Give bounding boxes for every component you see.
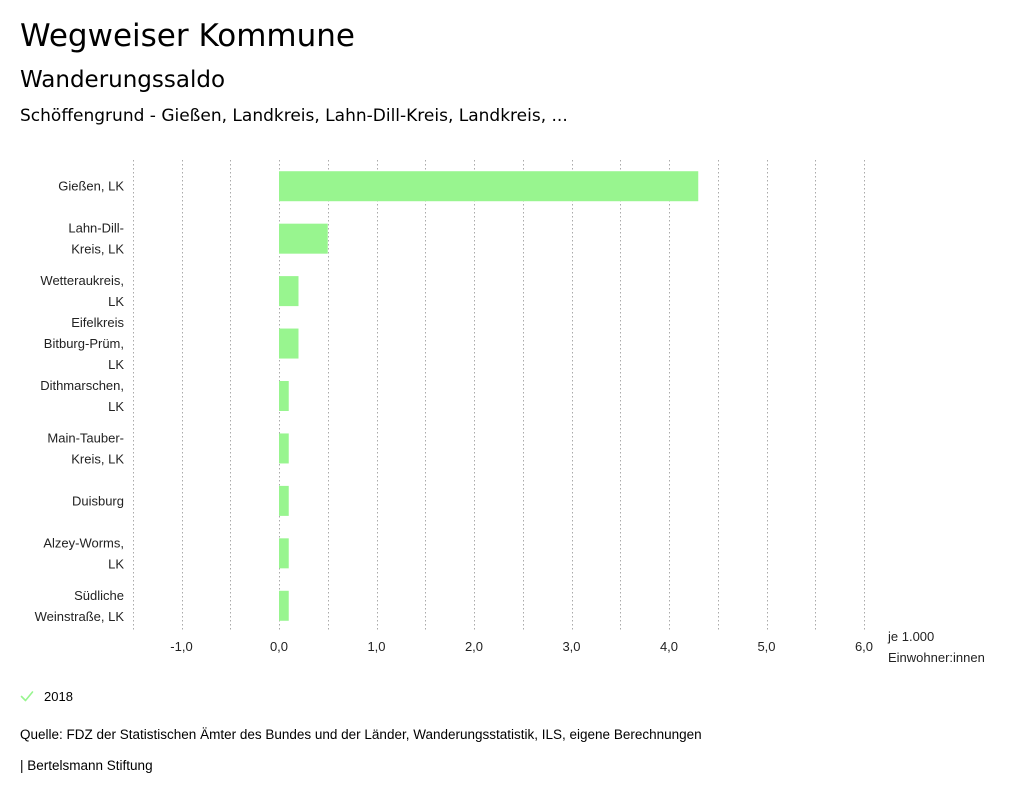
bar <box>279 171 699 202</box>
tick-label: -1,0 <box>170 639 192 654</box>
tick-label: 0,0 <box>270 639 288 654</box>
legend[interactable]: 2018 <box>20 686 73 706</box>
chart-subtitle: Wanderungssaldo <box>20 67 226 93</box>
unit-label: Einwohner:innen <box>888 650 985 665</box>
category-label: Südliche <box>74 588 124 603</box>
category-label: Kreis, LK <box>71 242 124 257</box>
bar <box>279 485 289 516</box>
source-note: Quelle: FDZ der Statistischen Ämter des … <box>20 727 702 742</box>
tick-label: 4,0 <box>660 639 678 654</box>
legend-label: 2018 <box>44 688 73 704</box>
bar <box>279 276 299 307</box>
tick-label: 2,0 <box>465 639 483 654</box>
tick-label: 1,0 <box>367 639 385 654</box>
page-title: Wegweiser Kommune <box>20 18 355 54</box>
bar <box>279 223 328 254</box>
bar <box>279 328 299 359</box>
category-label: Wetteraukreis, <box>40 273 124 288</box>
tick-label: 5,0 <box>757 639 775 654</box>
check-icon <box>20 691 34 702</box>
category-label: LK <box>108 357 124 372</box>
bar <box>279 433 289 464</box>
unit-label: je 1.000 <box>887 629 934 644</box>
category-label: Alzey-Worms, <box>43 535 124 550</box>
credit-note: | Bertelsmann Stiftung <box>20 758 153 773</box>
category-label: Gießen, LK <box>58 179 124 194</box>
category-label: Bitburg-Prüm, <box>44 336 124 351</box>
bar <box>279 590 289 621</box>
region-description: Schöffengrund - Gießen, Landkreis, Lahn-… <box>20 106 568 126</box>
bar <box>279 381 289 411</box>
bar-chart: Gießen, LK Lahn-Dill- Kreis, LK Wetteraukre… <box>35 160 985 665</box>
tick-label: 6,0 <box>855 639 873 654</box>
category-label: Eifelkreis <box>71 315 124 330</box>
category-label: Lahn-Dill- <box>68 221 124 236</box>
category-label: Main-Tauber- <box>47 430 124 445</box>
category-label: Dithmarschen, <box>40 378 124 393</box>
tick-label: 3,0 <box>562 639 580 654</box>
category-label: LK <box>108 556 124 571</box>
bar <box>279 538 289 569</box>
category-label: Kreis, LK <box>71 451 124 466</box>
category-label: LK <box>108 294 124 309</box>
category-label: Duisburg <box>72 493 124 508</box>
category-label: Weinstraße, LK <box>35 609 125 624</box>
category-label: LK <box>108 399 124 414</box>
